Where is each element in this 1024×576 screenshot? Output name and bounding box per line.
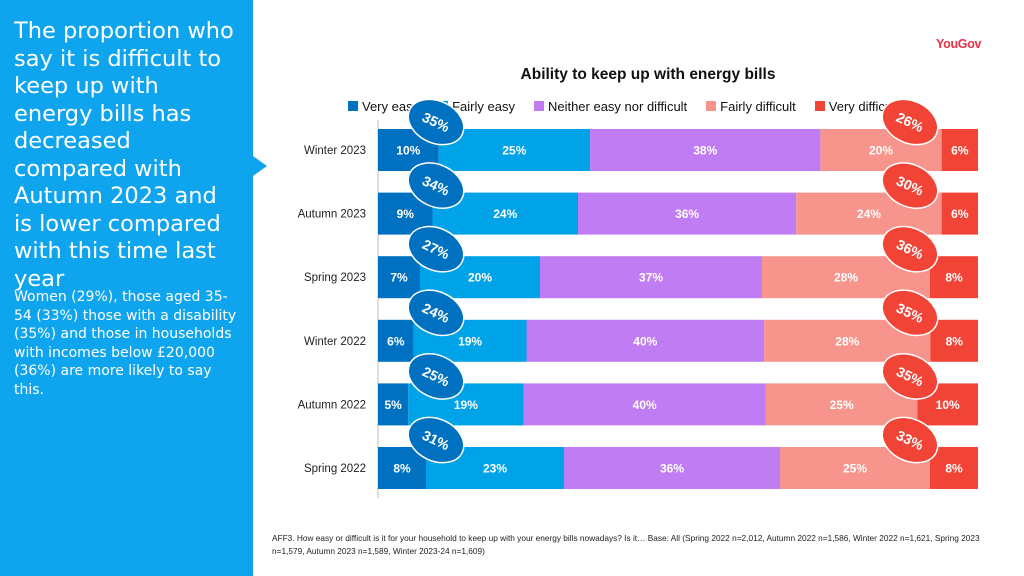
category-label: Winter 2023 [304, 145, 366, 157]
legend-swatch [814, 101, 825, 111]
bar-segment [930, 447, 978, 489]
bar-segment [564, 447, 780, 489]
legend-swatch [348, 101, 358, 111]
legend-label: Very easy [362, 98, 420, 114]
data-label: 8% [945, 271, 963, 285]
bar-segment [941, 192, 978, 235]
easy-net-badge [407, 416, 465, 464]
difficult-net-badge [881, 289, 939, 337]
legend-label: Fairly easy [452, 98, 515, 114]
data-label: 24% [493, 207, 517, 221]
legend-item: Very difficult [814, 98, 899, 114]
data-label: 10% [936, 398, 960, 412]
legend-swatch [533, 101, 544, 111]
data-label: 6% [387, 334, 405, 348]
bar-segment [590, 129, 821, 171]
data-label: 6% [951, 207, 969, 221]
bar-segment [378, 256, 420, 299]
data-label: 8% [393, 462, 411, 476]
category-label: Winter 2022 [304, 336, 366, 348]
data-label: 36% [675, 207, 699, 221]
data-label: 6% [951, 144, 969, 158]
bar-segment [540, 256, 762, 299]
data-label: 25% [830, 398, 854, 412]
legend-item: Very easy [348, 99, 419, 114]
bar-segment [578, 192, 797, 235]
data-label: 40% [633, 334, 657, 348]
bar-segment [930, 319, 978, 362]
data-label: 8% [946, 334, 964, 348]
difficult-net-badge [881, 353, 939, 400]
category-label: Spring 2022 [304, 463, 366, 475]
chart-legend: Very easy Fairly easy Neither easy nor dif… [348, 97, 918, 115]
legend-label: Fairly difficult [720, 98, 796, 114]
data-label: 36% [660, 462, 684, 476]
data-label: 8% [945, 462, 963, 476]
footnote: AFF3. How easy or difficult is it for yo… [272, 533, 980, 556]
legend-item: Neither easy nor difficult [533, 98, 688, 114]
difficult-net-badge [881, 225, 939, 273]
data-label: 9% [397, 207, 415, 221]
data-label: 40% [633, 398, 657, 412]
sidebar-pointer [253, 156, 267, 176]
yougov-logo: YouGov [936, 37, 982, 51]
category-label: Autumn 2023 [298, 209, 366, 221]
data-label: 25% [843, 462, 867, 476]
bar-segment [378, 383, 409, 426]
data-label: 5% [384, 398, 402, 412]
legend-label: Neither easy nor difficult [547, 98, 688, 114]
data-label: 10% [396, 144, 420, 158]
difficult-net-badge [881, 162, 939, 209]
category-label: Spring 2023 [304, 272, 366, 284]
data-label: 20% [869, 144, 893, 158]
legend-swatch [706, 101, 717, 111]
data-label: 24% [857, 207, 881, 221]
data-label: 28% [834, 271, 858, 285]
easy-net-badge [407, 225, 465, 273]
data-label: 23% [483, 462, 507, 476]
chart-title: Ability to keep up with energy bills [520, 66, 776, 83]
bar-segment [526, 319, 765, 362]
legend-item: Fairly difficult [706, 99, 796, 114]
headline: The proportion who say it is difficult t… [14, 18, 234, 292]
easy-net-badge [407, 353, 465, 400]
bar-segment [523, 383, 766, 426]
data-label: 7% [390, 271, 408, 285]
data-label: 37% [639, 271, 663, 285]
category-label: Autumn 2022 [298, 399, 366, 411]
data-label: 28% [835, 334, 859, 348]
sidebar-panel: The proportion who say it is difficult t… [0, 0, 253, 576]
difficult-net-badge [881, 416, 939, 464]
easy-net-badge [407, 98, 465, 146]
legend-label: Very difficult [828, 98, 899, 114]
bar-segment [941, 129, 978, 171]
difficult-net-badge [881, 98, 939, 146]
data-label: 19% [454, 398, 478, 412]
data-label: 19% [458, 334, 482, 348]
easy-net-badge [407, 289, 465, 337]
bar-segment [378, 319, 414, 362]
data-label: 38% [693, 144, 717, 158]
data-label: 25% [502, 144, 526, 158]
bar-segment [438, 129, 591, 171]
bar-segment [930, 256, 978, 299]
easy-net-badge [407, 162, 465, 209]
sidebar-subtext: Women (29%), those aged 35-54 (33%) thos… [14, 289, 237, 398]
data-label: 20% [468, 271, 492, 285]
